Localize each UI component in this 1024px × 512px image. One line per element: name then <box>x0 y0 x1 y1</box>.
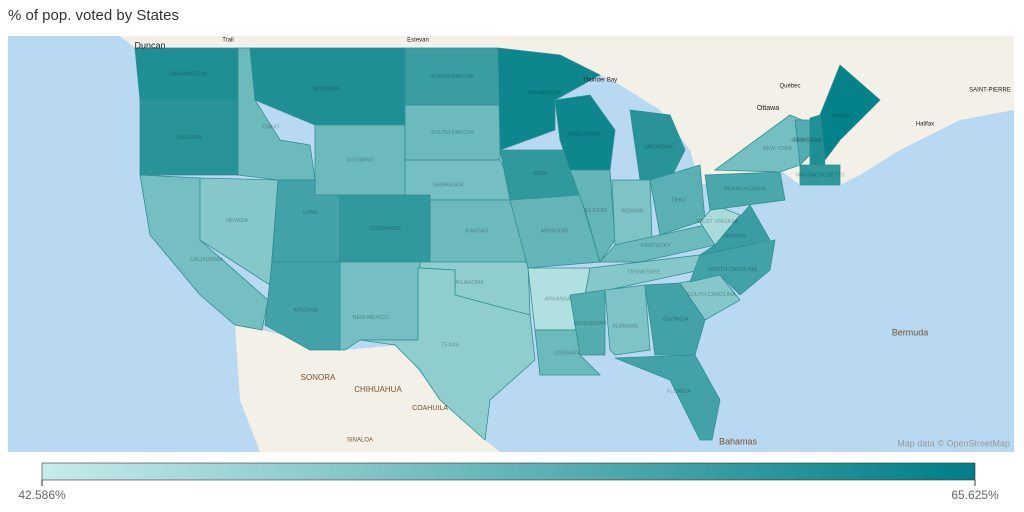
place-label: Québec <box>779 84 800 90</box>
state-label: COLORADO <box>369 226 401 232</box>
state <box>629 109 686 181</box>
state-label: SOUTH DAKOTA <box>431 130 474 136</box>
attribution: Map data © OpenStreetMap <box>897 438 1010 448</box>
state-label: KANSAS <box>466 228 489 234</box>
state-label: OREGON <box>177 135 201 141</box>
state-label: NEW HAMPSHIRE <box>793 138 840 144</box>
state-label: ARKANSAS <box>545 296 575 302</box>
state <box>569 289 606 356</box>
state-label: MAINE <box>832 113 850 119</box>
state-label: IDAHO <box>262 124 280 130</box>
state-label: NEW MEXICO <box>352 315 389 321</box>
state-label: SOUTH CAROLINA <box>687 292 736 298</box>
state-label: MICHIGAN <box>645 144 673 150</box>
state <box>614 354 721 441</box>
state-label: FLORIDA <box>667 389 691 395</box>
state-label: NEBRASKA <box>433 182 463 188</box>
place-label: COAHUILA <box>412 405 448 412</box>
state-label: INDIANA <box>621 209 644 215</box>
place-label: Estevan <box>407 38 429 44</box>
state-label: MISSOURI <box>541 229 569 235</box>
legend: 42.586% 65.625% <box>18 480 999 502</box>
state-label: UTAH <box>303 210 318 216</box>
place-label: Bermuda <box>892 327 929 337</box>
state <box>359 267 536 441</box>
state-label: ARIZONA <box>293 307 318 313</box>
places: Duncan Trail Estevan Thunder Bay Ottawa Québe… <box>134 38 1010 447</box>
state-label: KENTUCKY <box>641 243 671 249</box>
state <box>604 284 651 356</box>
state-label: IOWA <box>533 171 548 177</box>
place-label: Thunder Bay <box>583 78 617 84</box>
state-label: NORTH DAKOTA <box>430 74 474 80</box>
state-label: WASHINGTON <box>169 71 207 77</box>
state <box>339 261 421 351</box>
state-label: WEST VIRGINIA <box>697 219 739 225</box>
title: % of pop. voted by States <box>8 7 179 24</box>
state-label: VERMONT <box>790 137 818 143</box>
state <box>699 204 741 246</box>
place-label: SINALOA <box>347 438 373 444</box>
state <box>704 171 786 211</box>
state-label: ILLINOIS <box>585 208 608 214</box>
regions: WASHINGTON OREGON CALIFORNIA NEVADA IDAHO MON… <box>134 47 881 441</box>
state-label: GEORGIA <box>663 317 689 323</box>
place-label: SAINT-PIERRE <box>969 88 1011 94</box>
state-label: WYOMING <box>346 157 374 163</box>
state-label: PENNSYLVANIA <box>724 187 766 193</box>
state-label: OHIO <box>672 197 687 203</box>
state-label: NEVADA <box>226 218 249 224</box>
state-label: NORTH CAROLINA <box>708 267 757 273</box>
state <box>799 164 841 186</box>
state-label: CALIFORNIA <box>190 257 223 263</box>
state-label: TEXAS <box>441 343 459 349</box>
state <box>644 282 706 356</box>
place-label: SONORA <box>301 373 336 382</box>
state <box>819 64 881 162</box>
state-label: ALABAMA <box>612 323 638 329</box>
state-label: OKLAHOMA <box>453 280 485 286</box>
legend-label: 42.586% <box>18 488 66 502</box>
state-label: TENNESSEE <box>627 269 661 275</box>
place-label: CHIHUAHUA <box>354 385 402 394</box>
place-label: Bahamas <box>719 436 758 446</box>
state <box>264 261 341 351</box>
legend-label: 65.625% <box>951 488 999 502</box>
state-label: MINNESOTA <box>529 90 562 96</box>
state-label: MISSISSIPPI <box>574 321 607 327</box>
legend-bar <box>41 462 976 481</box>
state-label: VIRGINIA <box>722 234 746 240</box>
place-label: Ottawa <box>757 105 779 112</box>
state-label: WISCONSIN <box>567 132 599 138</box>
state-label: NEW YORK <box>762 146 792 152</box>
state <box>569 169 616 263</box>
place-label: Halifax <box>916 122 934 128</box>
state-label: LOUISIANA <box>553 350 583 356</box>
state <box>689 239 776 296</box>
place-label: Trail <box>222 38 233 44</box>
place-label: Duncan <box>134 40 165 50</box>
state <box>404 159 521 201</box>
state-label: MASSACHUSETTS <box>796 172 845 178</box>
state-label: MONTANA <box>312 87 339 93</box>
land-mexico <box>235 325 500 452</box>
